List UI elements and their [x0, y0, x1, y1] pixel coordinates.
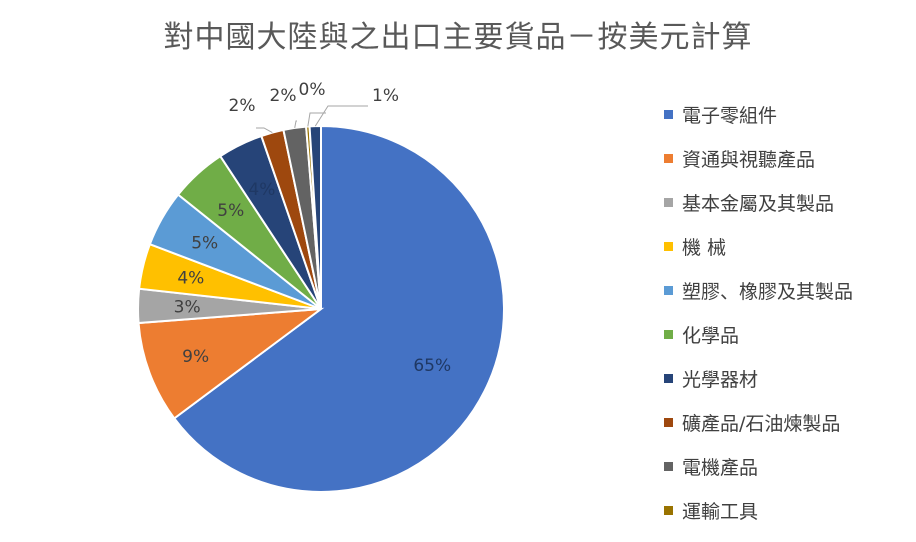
pie-label-1: 65% [413, 356, 451, 376]
legend-label-4: 機 械 [682, 236, 727, 259]
pie-label-8: 2% [229, 96, 256, 116]
pie-label-7: 4% [248, 180, 275, 200]
legend-item-9: 電機產品 [664, 444, 853, 488]
legend-label-1: 電子零組件 [682, 104, 778, 127]
legend-swatch-10 [664, 505, 673, 515]
legend-item-6: 化學品 [664, 312, 853, 356]
legend-item-5: 塑膠、橡膠及其製品 [664, 268, 853, 312]
pie-label-6: 5% [217, 201, 244, 221]
legend-swatch-9 [664, 461, 673, 471]
chart-title: 對中國大陸與之出口主要貨品－按美元計算 [163, 20, 753, 55]
legend-swatch-5 [664, 285, 673, 295]
legend-swatch-1 [664, 109, 673, 119]
leader-line-9 [294, 120, 297, 128]
pie-label-11: 1% [372, 86, 399, 106]
legend-item-8: 礦產品/石油煉製品 [664, 400, 853, 444]
legend-label-3: 基本金屬及其製品 [682, 192, 835, 215]
legend-label-6: 化學品 [682, 324, 740, 347]
legend-label-9: 電機產品 [682, 456, 759, 479]
legend-item-1: 電子零組件 [664, 92, 853, 136]
legend-swatch-6 [664, 329, 673, 339]
legend-item-10: 運輸工具 [664, 488, 853, 532]
legend-item-3: 基本金屬及其製品 [664, 180, 853, 224]
legend-label-8: 礦產品/石油煉製品 [682, 412, 841, 435]
chart-legend: 電子零組件資通與視聽產品 基本金屬及其製品機 械塑膠、橡膠及其製品 化學品光學器材礦… [664, 92, 853, 532]
leader-line-8 [256, 127, 273, 134]
leader-line-10 [307, 112, 326, 127]
legend-swatch-8 [664, 417, 673, 427]
pie-label-10: 0% [299, 80, 326, 100]
pie-label-2: 9% [182, 347, 209, 367]
legend-label-2: 資通與視聽產品 [682, 148, 816, 171]
legend-label-10: 運輸工具 [682, 500, 759, 523]
legend-item-7: 光學器材 [664, 356, 853, 400]
legend-swatch-2 [664, 153, 673, 163]
pie-slice-2 [137, 307, 325, 420]
pie-label-3: 3% [174, 298, 201, 318]
legend-item-4: 機 械 [664, 224, 853, 268]
pie-label-5: 5% [191, 234, 218, 254]
legend-swatch-3 [664, 197, 673, 207]
pie-label-9: 2% [270, 86, 297, 106]
pie-slice-1 [172, 124, 505, 493]
legend-swatch-4 [664, 241, 673, 251]
leader-line-11 [314, 105, 368, 127]
legend-swatch-7 [664, 373, 673, 383]
pie-label-4: 4% [177, 269, 204, 289]
legend-item-2: 資通與視聽產品 [664, 136, 853, 180]
legend-label-7: 光學器材 [682, 368, 759, 391]
legend-label-5: 塑膠、橡膠及其製品 [682, 280, 854, 303]
